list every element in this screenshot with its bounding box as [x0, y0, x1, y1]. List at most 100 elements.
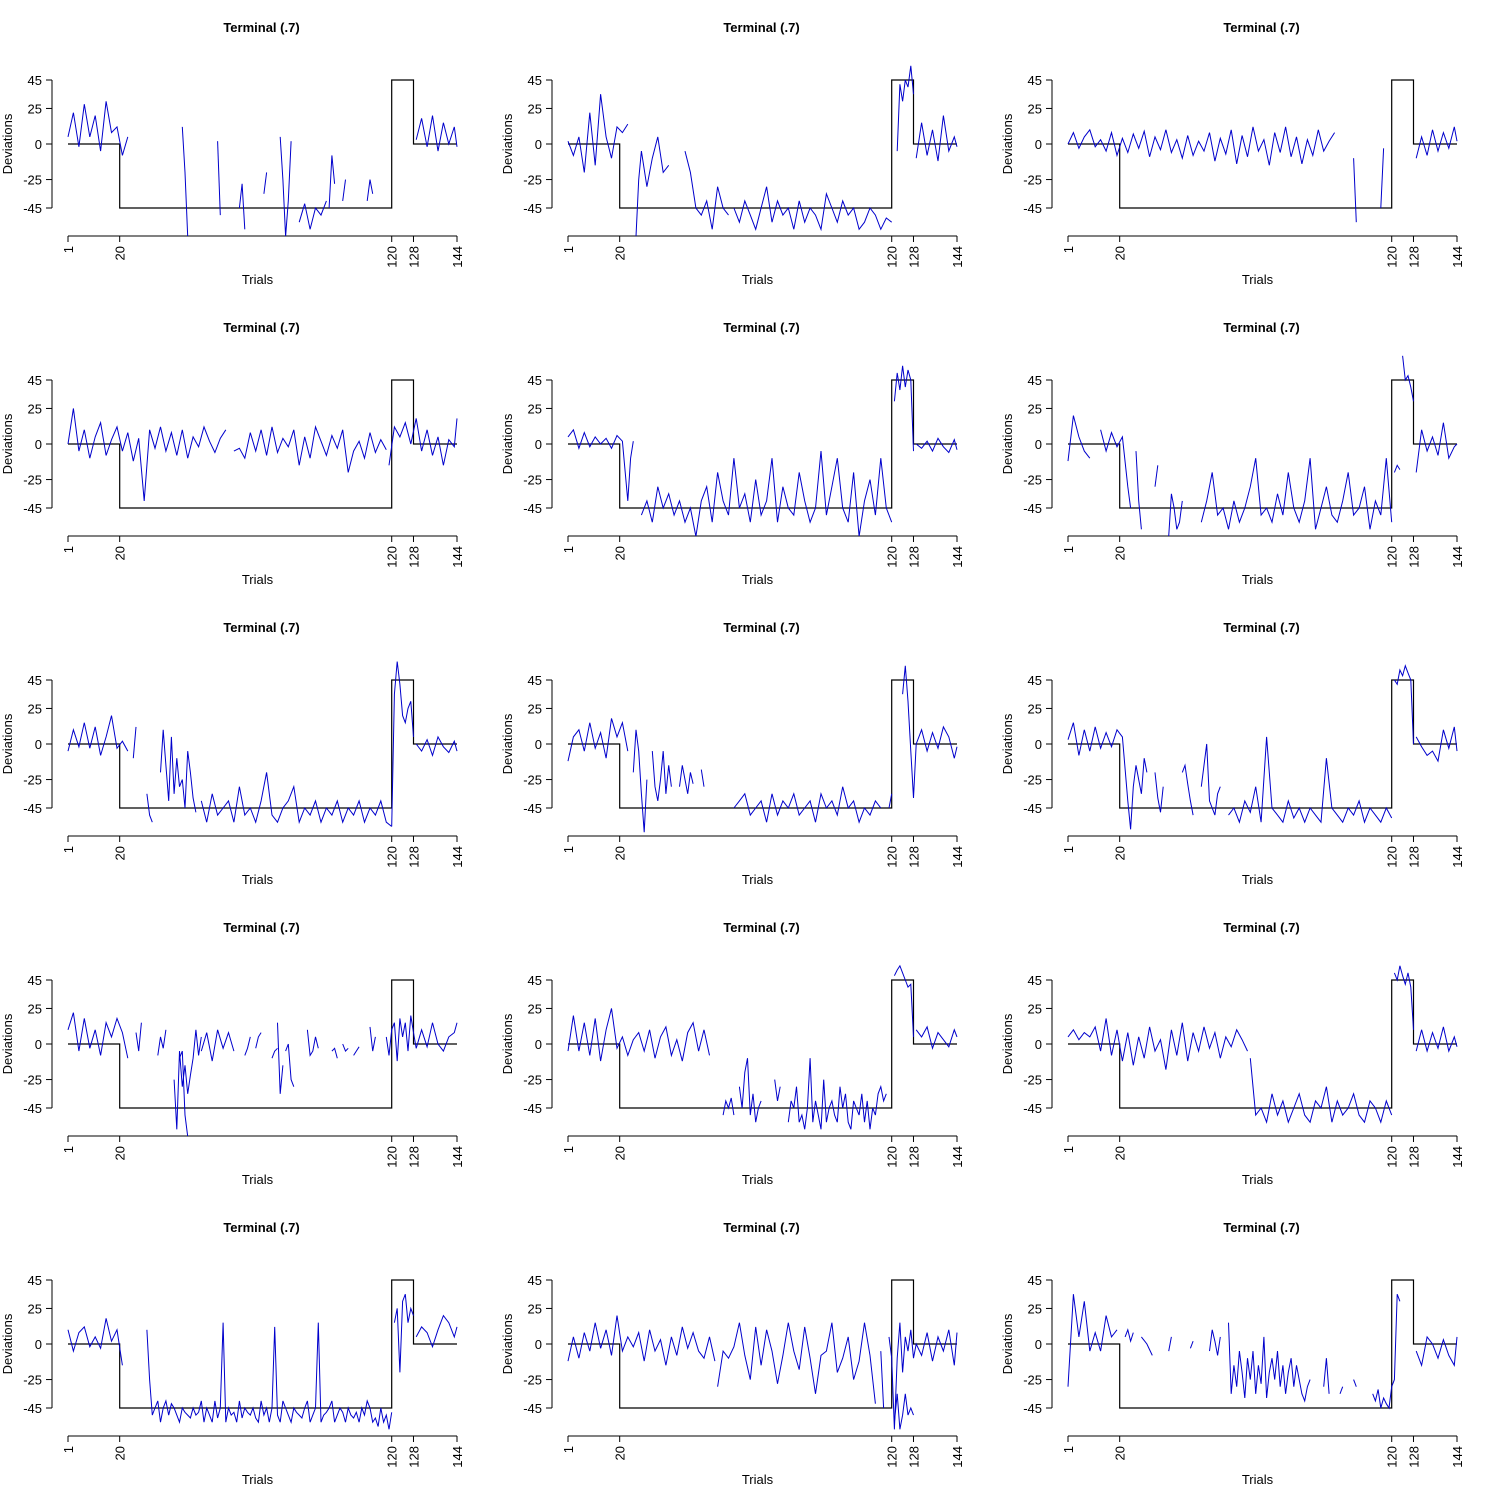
- series-line: [1415, 1335, 1458, 1368]
- chart-title: Terminal (.7): [723, 20, 799, 35]
- series-line: [342, 179, 346, 201]
- x-tick-label: 20: [113, 546, 128, 560]
- y-tick-label: -25: [523, 1073, 542, 1088]
- series-line: [774, 1079, 781, 1101]
- series-line: [157, 1029, 167, 1056]
- series-line: [181, 126, 189, 236]
- series-line: [1200, 743, 1221, 816]
- series-line: [415, 115, 458, 152]
- y-tick-label: 45: [28, 373, 42, 388]
- x-tick-label: 20: [1113, 546, 1128, 560]
- x-tick-label: 128: [906, 546, 921, 568]
- series-line: [888, 793, 893, 809]
- y-tick-label: 0: [535, 1037, 542, 1052]
- y-tick-label: -45: [1023, 501, 1042, 516]
- series-line: [160, 729, 197, 813]
- y-axis-label: Deviations: [0, 1313, 15, 1374]
- series-line: [1391, 1294, 1401, 1387]
- chart-title: Terminal (.7): [223, 620, 299, 635]
- series-line: [200, 772, 393, 827]
- y-tick-label: -25: [1023, 1373, 1042, 1388]
- y-tick-label: 45: [528, 373, 542, 388]
- y-tick-label: -45: [523, 1101, 542, 1116]
- y-axis-label: Deviations: [500, 1013, 515, 1074]
- x-tick-label: 120: [385, 1146, 400, 1168]
- x-tick-label: 1: [1061, 1146, 1076, 1153]
- series-line: [233, 425, 387, 473]
- series-line: [893, 964, 914, 1037]
- y-tick-label: -25: [523, 473, 542, 488]
- series-line: [1393, 664, 1414, 745]
- x-tick-label: 120: [385, 846, 400, 868]
- x-tick-label: 20: [113, 246, 128, 260]
- series-line: [369, 1026, 376, 1052]
- series-line: [700, 769, 705, 787]
- series-line: [1067, 126, 1336, 166]
- series-line: [1154, 772, 1164, 813]
- x-tick-label: 128: [1406, 546, 1421, 568]
- series-line: [893, 1393, 914, 1430]
- y-tick-label: -45: [523, 201, 542, 216]
- series-line: [173, 1029, 202, 1130]
- y-axis-label: Deviations: [500, 113, 515, 174]
- y-tick-label: -45: [523, 801, 542, 816]
- series-line: [285, 1043, 295, 1087]
- series-line: [306, 1029, 319, 1057]
- series-line: [1181, 763, 1194, 816]
- series-line: [1323, 1358, 1330, 1394]
- y-tick-label: 45: [28, 1273, 42, 1288]
- x-tick-label: 128: [1406, 1446, 1421, 1468]
- series-line: [915, 115, 958, 162]
- series-line: [132, 726, 137, 759]
- series-line: [567, 718, 629, 762]
- y-tick-label: 45: [1028, 1273, 1042, 1288]
- series-line: [67, 408, 227, 501]
- reference-line: [68, 679, 457, 809]
- series-line: [880, 1351, 885, 1409]
- chart-title: Terminal (.7): [223, 20, 299, 35]
- x-tick-label: 1: [1061, 846, 1076, 853]
- x-tick-label: 144: [450, 1146, 465, 1168]
- y-tick-label: 0: [1035, 1037, 1042, 1052]
- chart-title: Terminal (.7): [1223, 1220, 1299, 1235]
- series-line: [135, 1022, 142, 1052]
- x-tick-label: 128: [1406, 846, 1421, 868]
- series-line: [915, 437, 958, 454]
- series-line: [388, 418, 458, 466]
- y-tick-label: 25: [528, 701, 542, 716]
- series-line: [1353, 1379, 1357, 1387]
- series-line: [632, 729, 648, 833]
- reference-line: [568, 79, 957, 209]
- y-tick-label: -25: [23, 173, 42, 188]
- series-line: [1415, 422, 1458, 473]
- y-tick-label: 0: [35, 137, 42, 152]
- series-line: [888, 1322, 958, 1430]
- x-tick-label: 144: [1450, 1146, 1465, 1168]
- series-line: [717, 1322, 876, 1404]
- y-tick-label: 45: [1028, 73, 1042, 88]
- x-tick-label: 128: [406, 546, 421, 568]
- series-line: [67, 101, 129, 156]
- x-tick-label: 20: [113, 1146, 128, 1160]
- series-line: [1353, 158, 1357, 223]
- y-tick-label: 45: [28, 973, 42, 988]
- series-line: [738, 1058, 762, 1123]
- y-axis-label: Deviations: [0, 1013, 15, 1074]
- series-line: [1228, 1322, 1311, 1403]
- chart-title: Terminal (.7): [723, 1220, 799, 1235]
- series-line: [733, 786, 882, 824]
- series-line: [1100, 429, 1132, 509]
- x-tick-label: 128: [406, 1446, 421, 1468]
- y-axis-label: Deviations: [1000, 113, 1015, 174]
- reference-line: [568, 679, 957, 809]
- y-tick-label: 25: [528, 1301, 542, 1316]
- series-line: [393, 1294, 414, 1373]
- series-line: [353, 1046, 360, 1056]
- x-tick-label: 128: [906, 246, 921, 268]
- y-tick-label: 25: [1028, 701, 1042, 716]
- y-tick-label: -45: [1023, 1401, 1042, 1416]
